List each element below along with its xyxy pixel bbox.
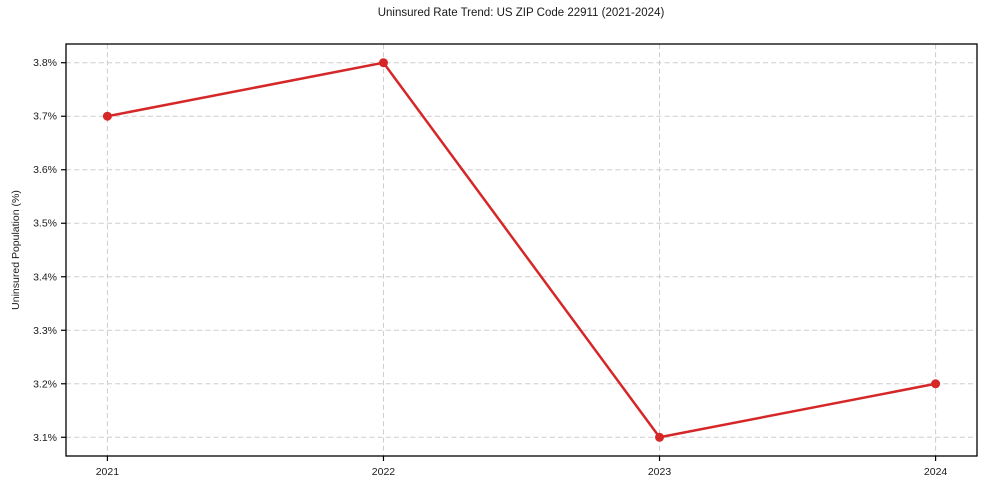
x-tick-label: 2023 [648,466,672,478]
data-point-marker [931,379,941,389]
data-point-marker [102,111,112,121]
y-tick-label: 3.6% [33,164,57,176]
chart-title: Uninsured Rate Trend: US ZIP Code 22911 … [377,7,665,19]
y-tick-label: 3.4% [33,271,57,283]
trend-line [106,61,937,439]
y-tick-label: 3.5% [33,218,57,230]
data-point-marker [378,58,388,68]
x-tick-label: 2022 [372,466,396,478]
x-tick-label: 2021 [96,466,120,478]
y-tick-label: 3.2% [33,378,57,390]
y-tick-label: 3.1% [33,432,57,444]
y-tick-label: 3.7% [33,111,57,123]
x-tick-label: 2024 [924,466,948,478]
plot-border [65,43,978,457]
y-tick-label: 3.3% [33,325,57,337]
data-point-marker [655,432,665,442]
y-tick-label: 3.8% [33,57,57,69]
